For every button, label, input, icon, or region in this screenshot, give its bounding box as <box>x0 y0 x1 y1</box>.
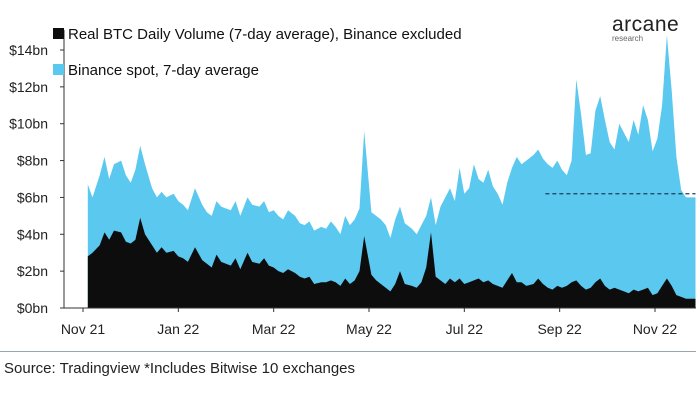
brand-logo: arcane research <box>612 14 692 43</box>
binance-spot-area <box>87 35 696 309</box>
y-tick-label: $2bn <box>17 263 48 279</box>
source-note: Source: Tradingview *Includes Bitwise 10… <box>4 360 356 377</box>
x-tick-label: Sep 22 <box>537 321 582 337</box>
legend-label-real-btc: Real BTC Daily Volume (7-day average), B… <box>68 26 462 43</box>
x-tick-label: Mar 22 <box>252 321 296 337</box>
x-tick-label: Jan 22 <box>157 321 199 337</box>
brand-subtitle: research <box>612 34 644 43</box>
y-tick-label: $8bn <box>17 153 48 169</box>
y-tick-label: $6bn <box>17 189 48 205</box>
x-tick-label: Nov 22 <box>633 321 678 337</box>
x-tick-label: May 22 <box>346 321 392 337</box>
chart-legend: Real BTC Daily Volume (7-day average), B… <box>53 26 462 79</box>
y-tick-label: $0bn <box>17 300 48 316</box>
real-btc-volume-area <box>87 217 696 308</box>
axis-ticks: $0bn $2bn $4bn $6bn $8bn $10bn $12bn $14bn Nov 2… <box>9 42 677 337</box>
x-tick-label: Jul 22 <box>446 321 484 337</box>
chart-series <box>87 35 696 309</box>
legend-swatch-real-btc <box>53 28 64 39</box>
legend-label-binance: Binance spot, 7-day average <box>68 62 259 79</box>
y-tick-label: $12bn <box>9 79 48 95</box>
brand-name: arcane <box>612 13 680 36</box>
x-tick-label: Nov 21 <box>61 321 106 337</box>
y-tick-label: $10bn <box>9 116 48 132</box>
legend-swatch-binance <box>53 64 64 75</box>
y-tick-label: $4bn <box>17 226 48 242</box>
footer-divider <box>0 351 696 352</box>
chart-axes <box>63 30 696 309</box>
y-tick-label: $14bn <box>9 42 48 58</box>
